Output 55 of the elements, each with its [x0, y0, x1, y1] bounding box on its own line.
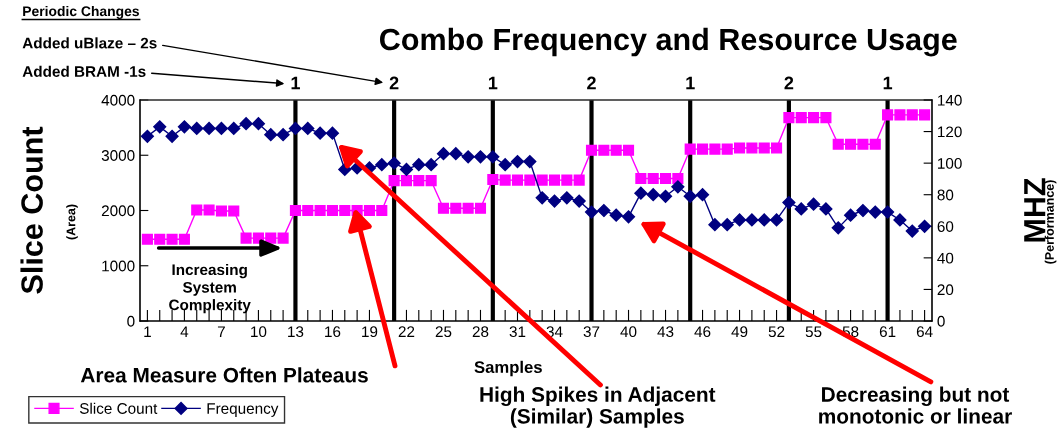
x-tick-label: 13 — [288, 326, 304, 338]
text: Added BRAM -1s — [22, 65, 146, 77]
text: 2 — [587, 76, 596, 90]
x-tick-label: 4 — [180, 326, 189, 337]
y2-axis-title: MHZ — [1024, 178, 1046, 242]
x-tick-label: 46 — [694, 326, 711, 338]
y2-tick-label: 120 — [938, 126, 962, 138]
legend-label: Slice Count — [79, 402, 158, 414]
x-tick-label: 61 — [879, 326, 896, 338]
x-tick-label: 31 — [509, 326, 526, 338]
text: 1 — [291, 76, 300, 90]
y2-tick-label: 20 — [937, 284, 954, 296]
y-tick-label: 2000 — [101, 205, 135, 217]
x-tick-label: 10 — [251, 326, 267, 338]
x-tick-label: 37 — [583, 326, 600, 338]
x-tick-label: 1 — [144, 326, 151, 337]
y-tick-label: 1000 — [102, 260, 135, 272]
y2-tick-label: 60 — [937, 221, 954, 232]
annotation: Increasing System Complexity — [169, 263, 251, 314]
x-tick-label: 25 — [435, 326, 452, 338]
y2-tick-label: 80 — [937, 189, 954, 201]
y-tick-label: 4000 — [101, 94, 135, 106]
legend-label: Frequency — [207, 403, 279, 417]
y-tick-label: 0 — [127, 315, 135, 327]
text: 2 — [784, 76, 794, 90]
x-tick-label: 64 — [916, 326, 933, 338]
text: Added uBlaze – 2s — [22, 37, 157, 49]
text: 1 — [686, 76, 695, 90]
text: (Area) — [66, 204, 78, 240]
y-tick-label: 3000 — [101, 150, 135, 161]
text: 1 — [883, 76, 893, 90]
x-tick-label: 40 — [620, 326, 637, 338]
text: (Performance) — [1044, 180, 1057, 264]
text: Periodic Changes — [23, 5, 139, 19]
y2-tick-label: 0 — [937, 315, 945, 327]
text: High Spikes in Adjacent (Similar) Samples — [480, 386, 716, 428]
text: 2 — [389, 76, 399, 90]
y2-tick-label: 100 — [938, 158, 962, 169]
text: Area Measure Often Plateaus — [80, 367, 368, 383]
x-tick-label: 55 — [805, 326, 822, 338]
x-tick-label: 7 — [217, 326, 225, 337]
x-tick-label: 16 — [325, 326, 341, 338]
text: Decreasing but not monotonic or linear — [819, 386, 1012, 424]
chart-title: Combo Frequency and Resource Usage — [380, 27, 957, 57]
x-axis-title: Samples — [474, 360, 542, 377]
x-tick-label: 19 — [362, 326, 378, 338]
text: 1 — [488, 76, 498, 90]
y-axis-title: Slice Count — [20, 126, 43, 294]
y2-tick-label: 140 — [938, 94, 962, 106]
x-tick-label: 52 — [768, 326, 785, 338]
x-tick-label: 49 — [731, 326, 748, 338]
x-tick-label: 43 — [657, 326, 674, 338]
y2-tick-label: 40 — [937, 252, 954, 264]
x-tick-label: 22 — [398, 326, 415, 337]
x-tick-label: 28 — [472, 326, 489, 338]
